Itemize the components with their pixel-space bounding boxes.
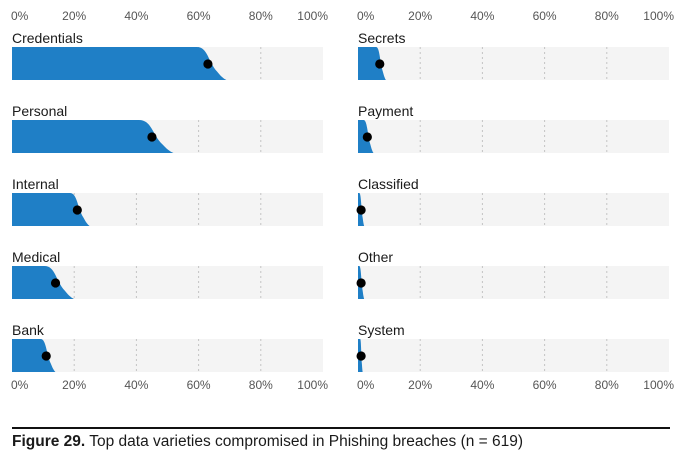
point-other xyxy=(356,278,366,288)
top-tick-label-right-4: 80% xyxy=(595,9,619,23)
bottom-tick-label-right-0: 0% xyxy=(357,378,375,392)
point-credentials xyxy=(203,59,213,69)
category-label-other: Other xyxy=(358,249,393,265)
category-label-medical: Medical xyxy=(12,249,60,265)
top-tick-label-right-5: 100% xyxy=(643,9,674,23)
caption-rule xyxy=(12,427,670,429)
top-tick-label-left-3: 60% xyxy=(187,9,211,23)
top-tick-label-right-2: 40% xyxy=(470,9,494,23)
bottom-tick-label-left-4: 80% xyxy=(249,378,273,392)
top-tick-label-right-3: 60% xyxy=(533,9,557,23)
bottom-tick-label-right-2: 40% xyxy=(470,378,494,392)
bar-credentials xyxy=(12,47,227,80)
category-label-internal: Internal xyxy=(12,176,59,192)
bar-medical xyxy=(12,266,75,299)
bottom-tick-label-right-4: 80% xyxy=(595,378,619,392)
point-medical xyxy=(50,278,61,288)
bottom-tick-label-right-5: 100% xyxy=(643,378,674,392)
point-personal xyxy=(147,132,157,142)
top-tick-label-left-2: 40% xyxy=(124,9,148,23)
bottom-tick-label-right-1: 20% xyxy=(408,378,432,392)
point-internal xyxy=(72,205,82,215)
point-payment xyxy=(362,132,372,142)
category-label-secrets: Secrets xyxy=(358,30,405,46)
category-label-credentials: Credentials xyxy=(12,30,83,46)
top-tick-label-left-0: 0% xyxy=(11,9,29,23)
track-bank xyxy=(12,339,323,372)
point-system xyxy=(356,351,366,361)
point-secrets xyxy=(375,59,385,69)
track-payment xyxy=(358,120,669,153)
category-label-classified: Classified xyxy=(358,176,419,192)
category-label-bank: Bank xyxy=(12,322,45,338)
track-classified xyxy=(358,193,669,226)
top-tick-label-left-5: 100% xyxy=(297,9,328,23)
figure-number: Figure 29. xyxy=(12,433,86,450)
track-secrets xyxy=(358,47,669,80)
category-label-payment: Payment xyxy=(358,103,413,119)
figure-title: Top data varieties compromised in Phishi… xyxy=(89,433,524,450)
category-label-system: System xyxy=(358,322,405,338)
bar-bank xyxy=(12,339,56,372)
top-tick-label-right-0: 0% xyxy=(357,9,375,23)
bottom-tick-label-right-3: 60% xyxy=(533,378,557,392)
bottom-tick-label-left-3: 60% xyxy=(187,378,211,392)
top-tick-label-left-4: 80% xyxy=(249,9,273,23)
top-tick-label-left-1: 20% xyxy=(62,9,86,23)
bottom-tick-label-left-5: 100% xyxy=(297,378,328,392)
bar-internal xyxy=(12,193,90,226)
point-classified xyxy=(356,205,366,215)
bottom-tick-label-left-1: 20% xyxy=(62,378,86,392)
figure-caption: Figure 29. Top data varieties compromise… xyxy=(12,432,523,452)
track-system xyxy=(358,339,669,372)
track-other xyxy=(358,266,669,299)
bottom-tick-label-left-2: 40% xyxy=(124,378,148,392)
bar-personal xyxy=(12,120,174,153)
top-tick-label-right-1: 20% xyxy=(408,9,432,23)
point-bank xyxy=(41,351,51,361)
category-label-personal: Personal xyxy=(12,103,67,119)
bar-secrets xyxy=(358,47,386,80)
bottom-tick-label-left-0: 0% xyxy=(11,378,29,392)
